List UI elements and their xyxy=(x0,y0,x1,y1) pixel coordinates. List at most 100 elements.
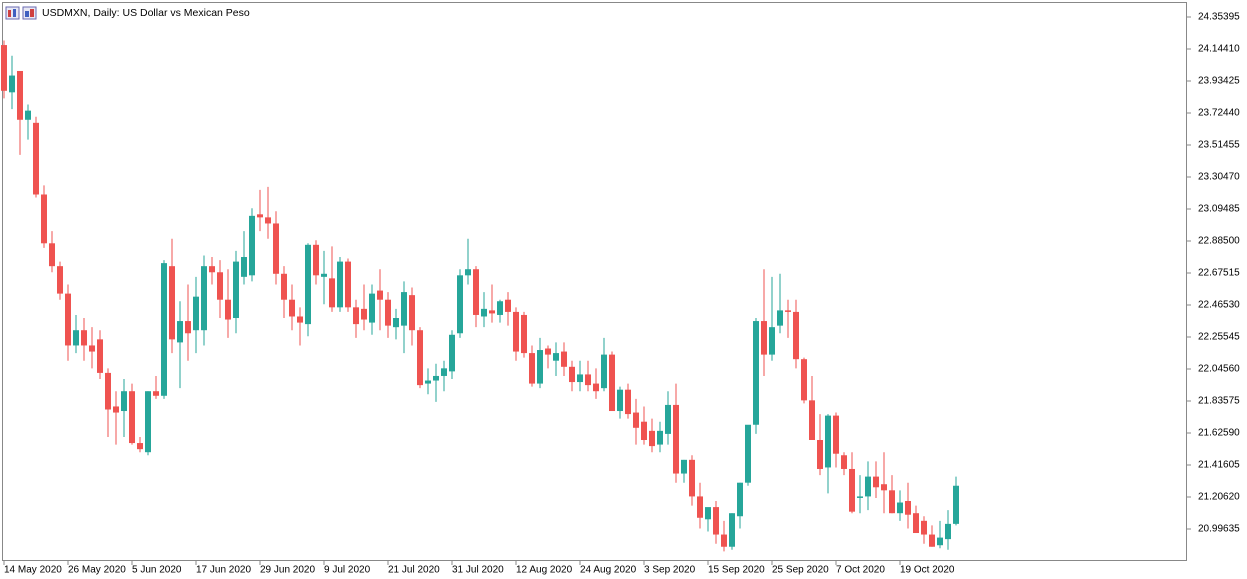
candle-body xyxy=(817,440,823,469)
candle-body xyxy=(937,537,943,546)
candle-body xyxy=(705,507,711,520)
candle-body xyxy=(753,321,759,425)
y-tick-label: 24.35395 xyxy=(1198,12,1240,23)
x-tick-label: 26 May 2020 xyxy=(68,565,126,576)
candle-body xyxy=(81,330,87,346)
y-tick-label: 20.99635 xyxy=(1198,524,1240,535)
candle-body xyxy=(281,273,287,300)
candle-body xyxy=(97,339,103,373)
candle-body xyxy=(409,295,415,331)
candle-body xyxy=(769,327,775,355)
candle-body xyxy=(41,194,47,244)
candle-body xyxy=(145,391,151,453)
candle-body xyxy=(681,459,687,474)
x-tick-label: 17 Jun 2020 xyxy=(196,565,251,576)
candle-body xyxy=(785,310,791,312)
candle-body xyxy=(441,368,447,376)
candle-body xyxy=(561,351,567,367)
candle-body xyxy=(537,350,543,384)
candle-body xyxy=(401,292,407,326)
candle-body xyxy=(609,354,615,412)
candle-body xyxy=(945,523,951,540)
candle-body xyxy=(513,311,519,352)
x-tick-label: 24 Aug 2020 xyxy=(580,565,637,576)
y-tick-label: 24.14410 xyxy=(1198,44,1240,55)
candle-body xyxy=(617,389,623,412)
x-tick-label: 29 Jun 2020 xyxy=(260,565,315,576)
candle-body xyxy=(601,354,607,389)
candle-body xyxy=(209,266,215,273)
candle-body xyxy=(849,468,855,512)
candle-body xyxy=(673,404,679,474)
candle-body xyxy=(689,459,695,497)
chart-icon xyxy=(5,6,37,20)
candle-body xyxy=(473,269,479,315)
candle-body xyxy=(305,244,311,325)
candle-body xyxy=(745,424,751,483)
candle-body xyxy=(345,261,351,308)
candle-body xyxy=(833,415,839,454)
candle-body xyxy=(73,330,79,346)
candle-body xyxy=(881,484,887,491)
y-tick-label: 23.51455 xyxy=(1198,140,1240,151)
candle-body xyxy=(737,482,743,517)
candle-body xyxy=(489,310,495,314)
candle-body xyxy=(521,314,527,354)
candle-body xyxy=(649,430,655,447)
candle-body xyxy=(665,404,671,434)
candle-body xyxy=(337,261,343,308)
x-tick-label: 21 Jul 2020 xyxy=(388,565,440,576)
candle-body xyxy=(361,308,367,320)
candle-body xyxy=(105,372,111,410)
plot-frame xyxy=(2,2,1187,561)
y-tick-label: 21.41605 xyxy=(1198,460,1240,471)
candle-body xyxy=(33,122,39,195)
x-tick-label: 14 May 2020 xyxy=(4,565,62,576)
chart-title: USDMXN, Daily: US Dollar vs Mexican Peso xyxy=(42,7,250,19)
y-tick-label: 21.83575 xyxy=(1198,396,1240,407)
candle-body xyxy=(369,293,375,323)
candle-body xyxy=(625,389,631,415)
x-tick-label: 12 Aug 2020 xyxy=(516,565,573,576)
candle-body xyxy=(777,310,783,326)
candle-body xyxy=(841,455,847,469)
candle-body xyxy=(241,257,247,277)
x-tick-label: 19 Oct 2020 xyxy=(900,565,955,576)
candle-body xyxy=(321,273,327,277)
candle-body xyxy=(289,299,295,317)
candle-body xyxy=(201,266,207,331)
candle-body xyxy=(585,374,591,386)
candle-body xyxy=(177,321,183,343)
candle-body xyxy=(465,269,471,276)
y-tick-label: 23.30470 xyxy=(1198,172,1240,183)
candle-body xyxy=(49,243,55,267)
candle-body xyxy=(9,75,15,93)
candle-body xyxy=(17,70,23,120)
candle-body xyxy=(433,375,439,381)
candle-body xyxy=(913,513,919,534)
candle-body xyxy=(825,415,831,468)
candle-body xyxy=(713,507,719,535)
candle-body xyxy=(553,353,559,361)
x-tick-label: 3 Sep 2020 xyxy=(644,565,696,576)
candle-body xyxy=(897,502,903,514)
candle-body xyxy=(65,293,71,346)
y-tick-label: 23.93425 xyxy=(1198,76,1240,87)
candle-body xyxy=(921,520,927,535)
candle-body xyxy=(505,299,511,312)
candle-body xyxy=(449,334,455,372)
candle-body xyxy=(1,45,7,91)
candle-body xyxy=(257,214,263,218)
candle-body xyxy=(161,263,167,396)
candle-body xyxy=(873,476,879,488)
candle-body xyxy=(481,308,487,317)
candle-body xyxy=(497,301,503,315)
x-tick-label: 25 Sep 2020 xyxy=(772,565,829,576)
candle-body xyxy=(641,421,647,441)
y-tick-label: 23.09485 xyxy=(1198,204,1240,215)
candle-body xyxy=(393,318,399,328)
candle-body xyxy=(457,275,463,334)
candle-body xyxy=(89,345,95,352)
candle-body xyxy=(113,406,119,413)
